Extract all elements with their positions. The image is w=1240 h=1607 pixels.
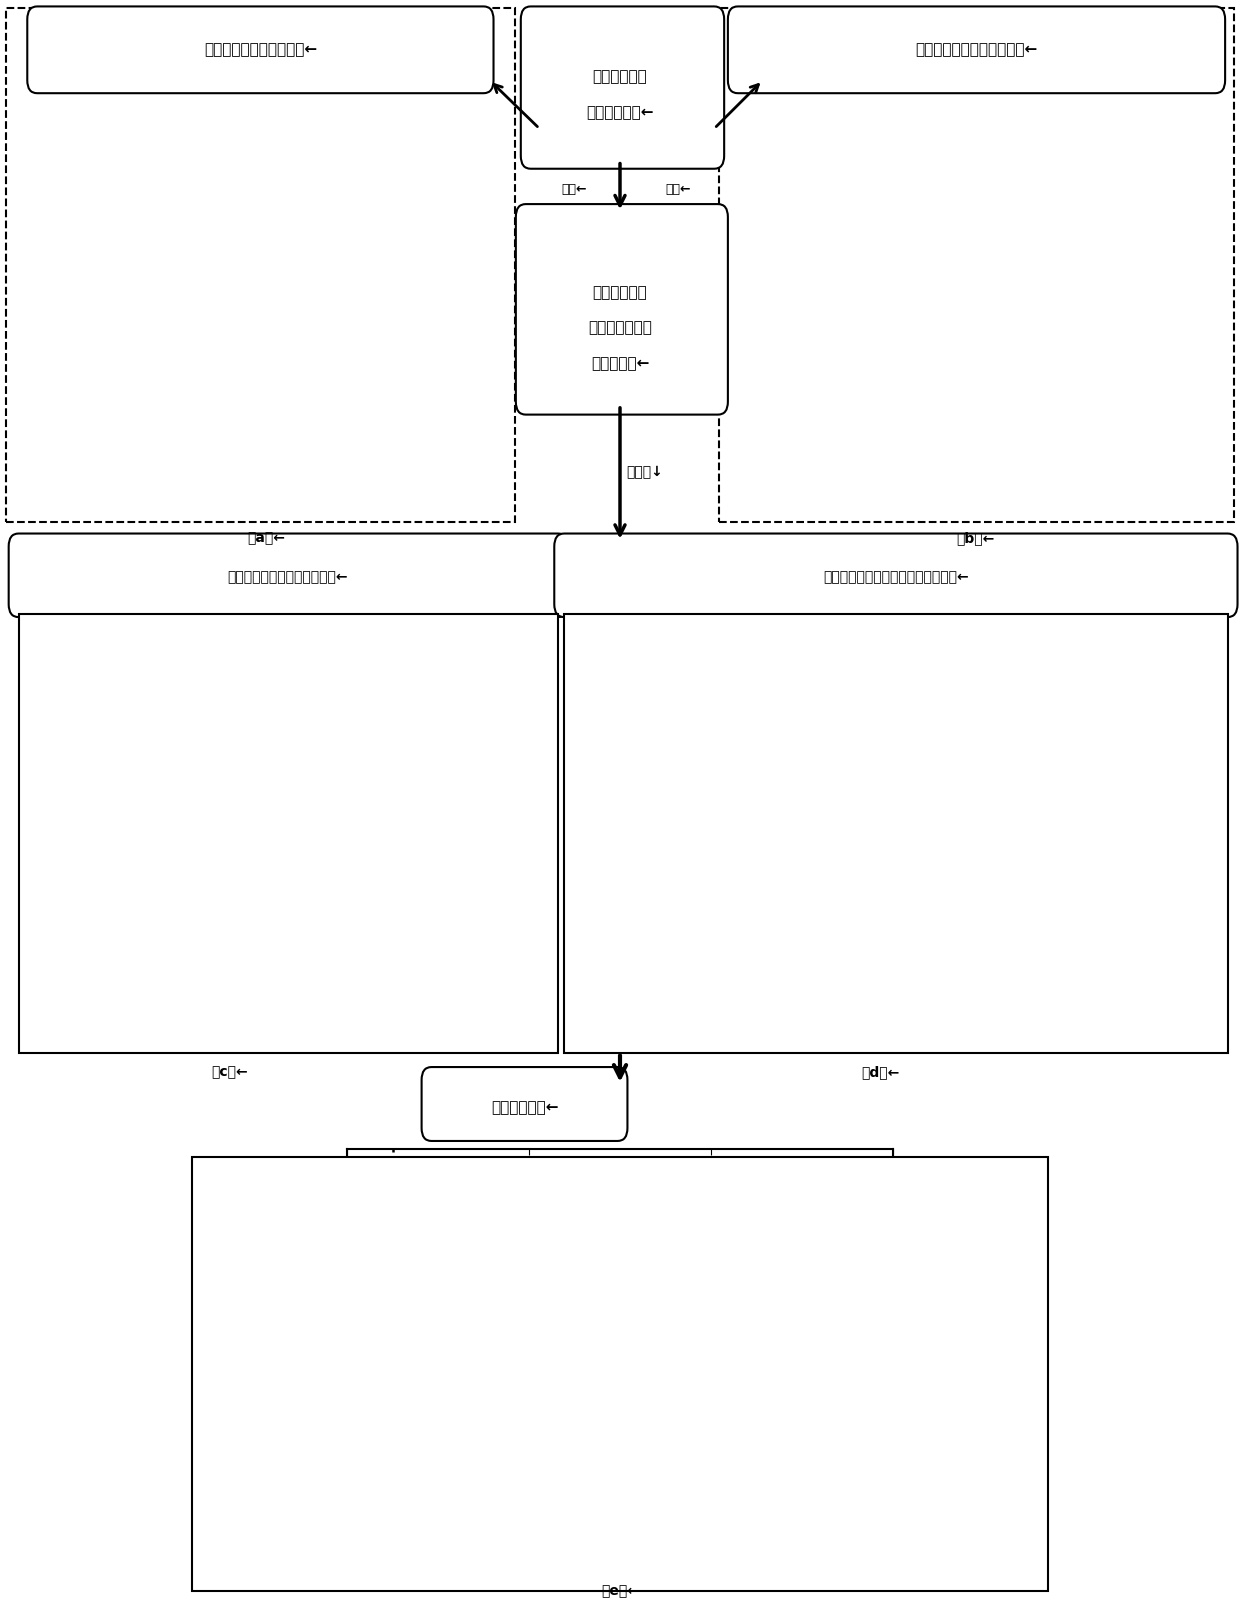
Text: （e）←: （e）← bbox=[601, 1585, 639, 1597]
Text: 合金元素对相: 合金元素对相 bbox=[593, 69, 647, 85]
Y-axis label: 应变能
密度←: 应变能 密度← bbox=[754, 278, 776, 302]
Text: 工件加工表面及下方实际的相变温度←: 工件加工表面及下方实际的相变温度← bbox=[823, 570, 970, 583]
Text: 相图求出）←: 相图求出）← bbox=[590, 355, 650, 371]
X-axis label: 距表面的深度/μm: 距表面的深度/μm bbox=[961, 505, 1023, 514]
X-axis label: 距高表面的深度 μm: 距高表面的深度 μm bbox=[300, 1025, 376, 1038]
Y-axis label: 温度℃: 温度℃ bbox=[641, 800, 655, 831]
Text: （d）←: （d）← bbox=[862, 1065, 899, 1078]
Y-axis label: 温度℃: 温度℃ bbox=[300, 1323, 314, 1353]
Text: [x1.E6]: [x1.E6] bbox=[804, 76, 843, 85]
Text: （b）←: （b）← bbox=[957, 532, 994, 545]
Text: （c）←: （c）← bbox=[211, 1065, 248, 1078]
X-axis label: 距高表面的深度 μm: 距高表面的深度 μm bbox=[898, 1025, 975, 1038]
Text: 推导出↓: 推导出↓ bbox=[626, 466, 663, 479]
Text: 求出白层厚度←: 求出白层厚度← bbox=[491, 1099, 558, 1115]
Text: [x1.E9]: [x1.E9] bbox=[122, 76, 161, 85]
Text: 变温度的影响←: 变温度的影响← bbox=[587, 104, 653, 121]
Text: 影响←: 影响← bbox=[666, 183, 691, 196]
Text: 工件加工表面下方的温度分布←: 工件加工表面下方的温度分布← bbox=[227, 570, 348, 583]
Y-axis label: 应力/MPa←: 应力/MPa← bbox=[77, 265, 87, 315]
X-axis label: 距高表面的深度 μm: 距高表面的深度 μm bbox=[582, 1548, 658, 1560]
Text: 刀尖下方工件的应变能分布←: 刀尖下方工件的应变能分布← bbox=[915, 42, 1037, 58]
Y-axis label: 温度℃: 温度℃ bbox=[95, 800, 109, 831]
Text: （a）←: （a）← bbox=[248, 532, 285, 545]
Text: 名义相变温度: 名义相变温度 bbox=[593, 284, 647, 301]
Text: （可由铁碳平衡: （可由铁碳平衡 bbox=[588, 320, 652, 336]
X-axis label: 距表面的深度/μm: 距表面的深度/μm bbox=[270, 505, 331, 514]
Text: 刀尖下方工件的应力分布←: 刀尖下方工件的应力分布← bbox=[203, 42, 317, 58]
Text: 影响←: 影响← bbox=[562, 183, 587, 196]
